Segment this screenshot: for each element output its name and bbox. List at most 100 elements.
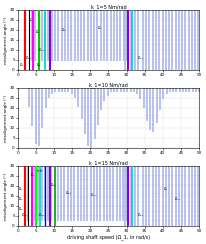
Point [158, 173, 161, 176]
Point [118, 169, 122, 173]
Point [57, 20, 60, 24]
Point [123, 209, 126, 213]
Point [171, 194, 174, 198]
Point [123, 194, 126, 198]
Point [130, 27, 133, 31]
Point [126, 205, 130, 209]
Point [37, 193, 40, 197]
Point [92, 27, 96, 31]
Point [167, 26, 171, 30]
Point [56, 184, 60, 188]
Point [141, 165, 145, 169]
Point [118, 213, 122, 216]
Point [90, 87, 93, 91]
Point [105, 171, 109, 175]
Point [171, 27, 174, 31]
Point [34, 22, 37, 26]
Point [33, 207, 37, 211]
Point [125, 209, 128, 213]
Point [80, 38, 83, 42]
Point [99, 13, 102, 17]
Point [33, 202, 37, 206]
Point [126, 38, 130, 42]
Point [133, 183, 136, 187]
Point [112, 13, 116, 17]
Point [132, 89, 136, 93]
Point [190, 18, 194, 22]
Point [167, 40, 171, 44]
Point [180, 20, 184, 24]
Title: k_1=10 Nm/rad: k_1=10 Nm/rad [89, 82, 128, 88]
Point [133, 194, 136, 198]
Point [63, 202, 66, 206]
Point [174, 60, 177, 64]
Point [109, 164, 112, 168]
Point [151, 36, 154, 40]
Point [79, 178, 82, 182]
Point [190, 58, 194, 62]
Point [118, 196, 122, 200]
Point [177, 18, 180, 22]
Point [190, 216, 194, 220]
Point [180, 193, 184, 196]
Point [197, 54, 200, 58]
Point [102, 22, 106, 26]
Point [92, 11, 96, 15]
Point [118, 209, 122, 213]
Point [40, 205, 43, 209]
Point [89, 36, 93, 40]
Point [33, 209, 37, 213]
Point [66, 184, 69, 188]
Point [109, 9, 112, 13]
Point [30, 49, 34, 53]
Point [50, 213, 53, 216]
Point [86, 118, 90, 122]
Point [83, 98, 87, 102]
Point [60, 178, 63, 182]
Point [60, 42, 63, 46]
Point [158, 8, 161, 11]
Point [122, 54, 125, 58]
Point [37, 96, 41, 100]
Point [164, 174, 167, 178]
Point [148, 18, 151, 22]
Point [167, 20, 171, 24]
Point [180, 185, 184, 189]
Point [63, 189, 66, 193]
Point [122, 191, 125, 195]
Point [164, 60, 167, 64]
Point [180, 15, 184, 19]
Point [171, 169, 174, 173]
Point [63, 182, 66, 186]
Point [76, 31, 80, 35]
Point [89, 40, 93, 44]
Point [92, 209, 96, 213]
Point [83, 123, 87, 127]
Point [73, 86, 77, 90]
Point [109, 45, 112, 49]
Point [70, 20, 73, 24]
Point [76, 189, 79, 193]
Point [164, 29, 167, 33]
Point [43, 202, 47, 206]
Point [130, 56, 133, 60]
Point [43, 175, 47, 179]
Point [194, 174, 197, 178]
Point [197, 29, 200, 33]
Point [46, 213, 50, 216]
Point [180, 216, 184, 220]
Point [164, 200, 167, 203]
Point [122, 211, 125, 215]
Point [90, 93, 93, 97]
Point [167, 205, 171, 209]
Point [41, 112, 44, 116]
Point [77, 95, 80, 99]
Point [141, 201, 145, 205]
Point [180, 212, 184, 216]
Point [37, 118, 41, 122]
Point [50, 58, 53, 62]
Point [30, 20, 34, 24]
Point [83, 107, 87, 111]
Point [190, 67, 194, 71]
Point [30, 18, 34, 22]
